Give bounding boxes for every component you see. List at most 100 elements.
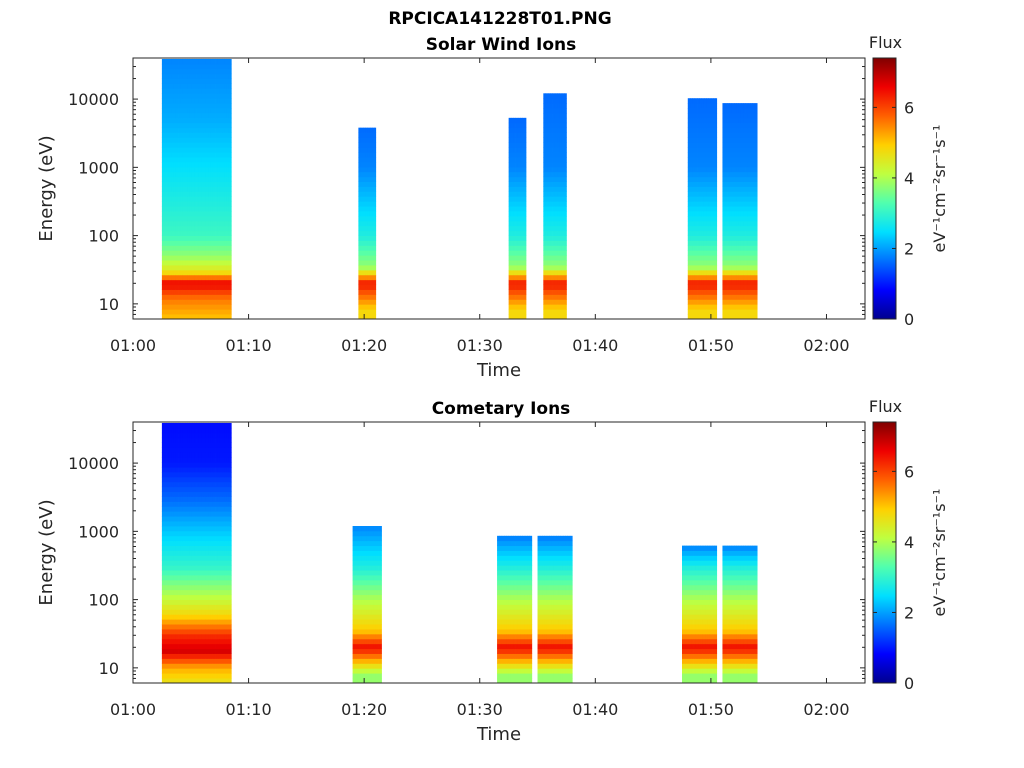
heatmap-cell (161, 565, 165, 571)
heatmap-cell (191, 265, 195, 271)
heatmap-cell (185, 437, 188, 443)
heatmap-cell (182, 472, 186, 478)
heatmap-cell (196, 240, 200, 246)
heatmap-cell (713, 157, 716, 163)
heatmap-cell (520, 176, 523, 183)
heatmap-cell (182, 550, 186, 556)
heatmap-cell (729, 220, 733, 227)
heatmap-cell (557, 196, 560, 202)
heatmap-cell (715, 112, 718, 119)
heatmap-cell (182, 98, 186, 104)
heatmap-cell (161, 599, 165, 605)
heatmap-cell (180, 78, 184, 84)
heatmap-cell (554, 166, 558, 173)
heatmap-cell (750, 230, 753, 236)
heatmap-cell (754, 255, 758, 261)
heatmap-cell (694, 166, 698, 173)
heatmap-cell (369, 147, 373, 153)
heatmap-cell (164, 535, 167, 542)
heatmap-cell (222, 181, 225, 187)
heatmap-cell (224, 68, 228, 75)
heatmap-cell (210, 245, 214, 251)
heatmap-cell (173, 422, 177, 429)
heatmap-cell (520, 162, 523, 168)
heatmap-cell (182, 604, 186, 610)
heatmap-cell (722, 186, 726, 192)
heatmap-cell (182, 545, 186, 551)
heatmap-cell (564, 250, 567, 256)
heatmap-cell (175, 181, 179, 187)
heatmap-cell (180, 579, 184, 586)
heatmap-cell (180, 437, 184, 443)
heatmap-cell (557, 284, 560, 290)
heatmap-cell (180, 269, 184, 276)
heatmap-cell (699, 137, 703, 143)
heatmap-cell (212, 314, 216, 320)
heatmap-cell (706, 240, 709, 246)
heatmap-cell (166, 78, 170, 84)
heatmap-cell (747, 314, 751, 320)
heatmap-cell (194, 496, 197, 502)
heatmap-cell (358, 181, 362, 187)
heatmap-cell (363, 289, 366, 295)
heatmap-cell (198, 132, 202, 138)
heatmap-cell (752, 186, 756, 192)
heatmap-cell (189, 152, 193, 158)
heatmap-cell (713, 147, 716, 153)
heatmap-cell (554, 250, 558, 256)
heatmap-cell (201, 658, 204, 664)
heatmap-cell (182, 309, 186, 315)
heatmap-cell (706, 225, 709, 232)
heatmap-cell (173, 452, 177, 458)
heatmap-cell (372, 240, 375, 246)
heatmap-cell (185, 108, 188, 114)
heatmap-cell (173, 609, 177, 615)
heatmap-cell (722, 196, 726, 202)
heatmap-cell (208, 304, 211, 310)
heatmap-cell (187, 555, 191, 561)
heatmap-cell (517, 230, 521, 236)
heatmap-cell (736, 142, 740, 148)
heatmap-cell (745, 122, 749, 129)
heatmap-cell (212, 73, 216, 79)
heatmap-cell (178, 609, 181, 615)
heatmap-cell (367, 191, 371, 197)
heatmap-cell (171, 442, 174, 448)
heatmap-cell (710, 314, 714, 320)
heatmap-cell (166, 176, 170, 183)
heatmap-cell (161, 284, 165, 290)
heatmap-cell (175, 166, 179, 173)
heatmap-cell (701, 196, 705, 202)
heatmap-cell (706, 166, 709, 173)
heatmap-cell (715, 181, 718, 187)
heatmap-cell (212, 235, 216, 241)
heatmap-cell (369, 309, 373, 315)
heatmap-cell (173, 206, 177, 212)
heatmap-cell (175, 589, 179, 596)
heatmap-cell (520, 289, 523, 295)
heatmap-cell (692, 240, 696, 246)
heatmap-cell (208, 265, 211, 271)
heatmap-cell (168, 678, 172, 684)
heatmap-cell (168, 255, 172, 261)
heatmap-cell (740, 230, 744, 236)
heatmap-cell (703, 117, 707, 124)
heatmap-cell (164, 530, 167, 537)
heatmap-cell (222, 122, 225, 129)
heatmap-cell (690, 279, 693, 286)
heatmap-cell (208, 289, 211, 295)
heatmap-cell (547, 166, 551, 173)
heatmap-cell (550, 137, 553, 143)
heatmap-cell (226, 171, 230, 178)
heatmap-cell (724, 279, 728, 286)
heatmap-cell (564, 260, 567, 266)
heatmap-cell (731, 289, 735, 295)
heatmap-cell (694, 294, 698, 300)
heatmap-cell (219, 162, 223, 168)
heatmap-cell (173, 157, 177, 163)
heatmap-cell (187, 127, 191, 133)
heatmap-cell (752, 191, 756, 197)
heatmap-cell (372, 196, 375, 202)
heatmap-cell (161, 181, 165, 187)
heatmap-cell (217, 294, 221, 300)
